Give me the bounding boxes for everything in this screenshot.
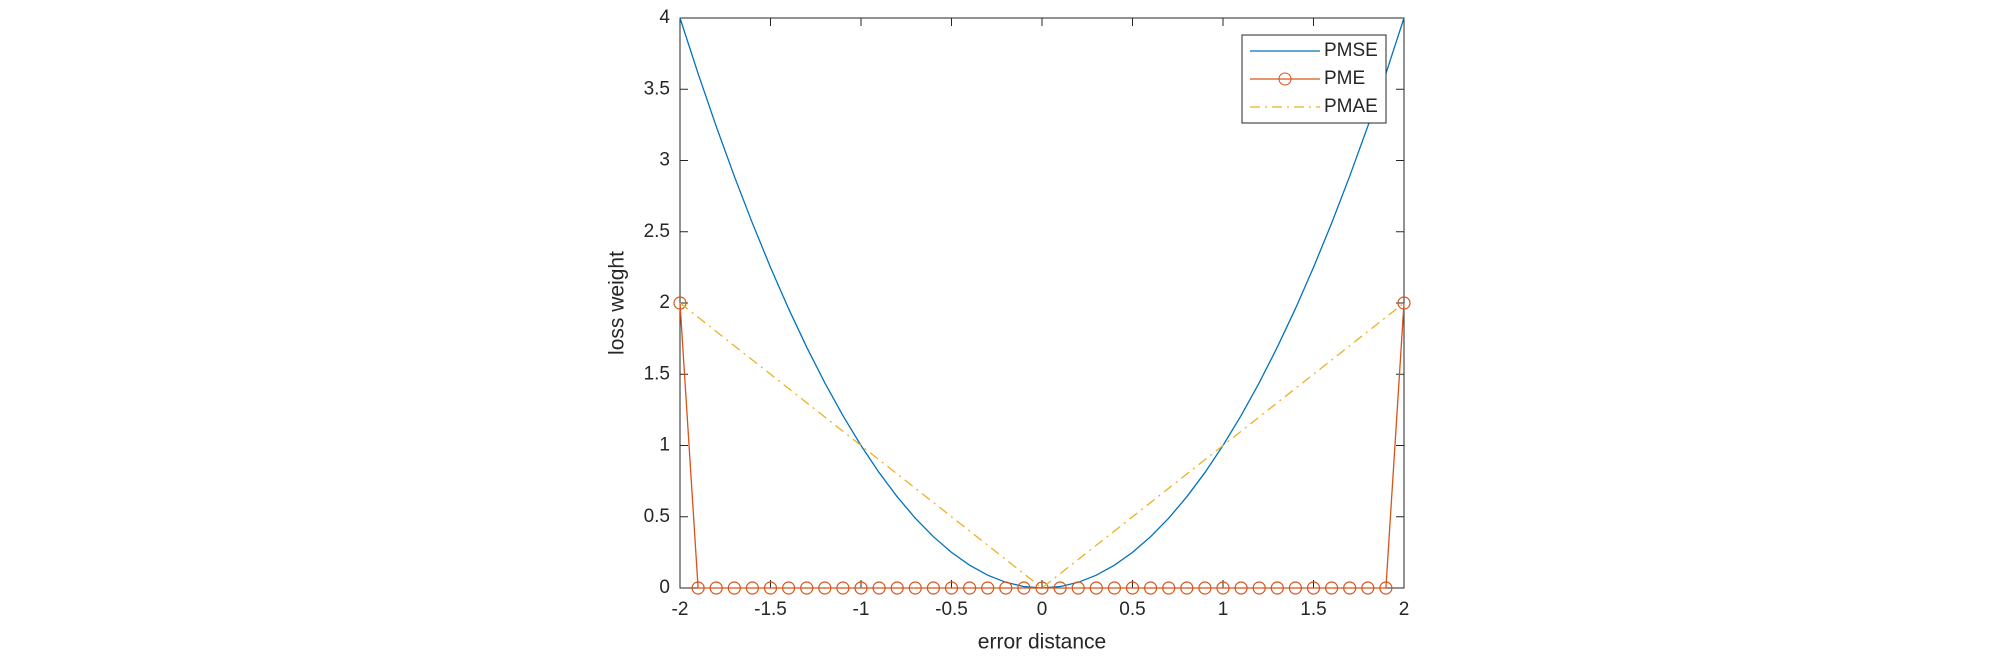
marker [691, 581, 705, 595]
marker [1143, 581, 1158, 595]
y-tick-label: 1.5 [644, 363, 670, 384]
x-tick-label: 2 [1399, 599, 1410, 620]
marker [1125, 581, 1140, 595]
marker [1162, 581, 1176, 595]
marker [926, 581, 941, 595]
marker [1107, 581, 1122, 595]
marker [709, 581, 723, 595]
x-tick-label: -1.5 [754, 599, 787, 620]
legend-label: PMAE [1324, 96, 1378, 117]
legend-label: PME [1324, 68, 1365, 89]
x-tick-label: -0.5 [935, 599, 968, 620]
y-tick-label: 2 [659, 292, 670, 313]
marker [800, 581, 814, 595]
marker [962, 581, 977, 595]
marker [1180, 581, 1194, 595]
marker [908, 581, 922, 595]
marker [999, 581, 1013, 595]
x-tick-label: 1 [1218, 599, 1229, 620]
marker [1071, 581, 1085, 595]
x-tick-label: 1.5 [1300, 599, 1326, 620]
marker [1216, 581, 1230, 595]
marker [745, 581, 760, 595]
marker [981, 581, 995, 595]
y-tick-label: 0.5 [644, 506, 670, 527]
marker [1324, 581, 1339, 595]
marker [944, 581, 959, 595]
marker [1379, 581, 1393, 595]
legend-label: PMSE [1324, 40, 1378, 61]
marker [1017, 581, 1031, 595]
y-tick-label: 3 [659, 150, 670, 171]
marker [1089, 581, 1103, 595]
x-axis-label: error distance [978, 631, 1106, 654]
marker [763, 581, 778, 595]
marker [1252, 581, 1266, 595]
marker [781, 581, 796, 595]
x-tick-label: 0 [1037, 599, 1048, 620]
x-tick-label: -2 [672, 599, 689, 620]
y-axis-label: loss weight [606, 251, 629, 355]
marker [1343, 581, 1357, 595]
marker [1270, 581, 1284, 595]
marker [1198, 581, 1212, 595]
y-tick-label: 4 [659, 7, 670, 28]
marker [1306, 581, 1321, 595]
marker [818, 581, 832, 595]
marker [1234, 581, 1248, 595]
marker [1361, 581, 1375, 595]
y-tick-label: 0 [659, 577, 670, 598]
marker [872, 581, 886, 595]
y-tick-label: 1 [659, 435, 670, 456]
marker [673, 296, 687, 310]
marker [890, 581, 904, 595]
marker [727, 581, 741, 595]
x-tick-label: -1 [853, 599, 870, 620]
marker [1288, 581, 1303, 595]
marker [1035, 581, 1049, 595]
legend-marker [1278, 72, 1292, 86]
y-tick-label: 3.5 [644, 78, 670, 99]
marker [1397, 296, 1411, 310]
x-tick-label: 0.5 [1119, 599, 1145, 620]
marker [1053, 581, 1067, 595]
marker [854, 581, 868, 595]
y-tick-label: 2.5 [644, 221, 670, 242]
marker [836, 581, 850, 595]
